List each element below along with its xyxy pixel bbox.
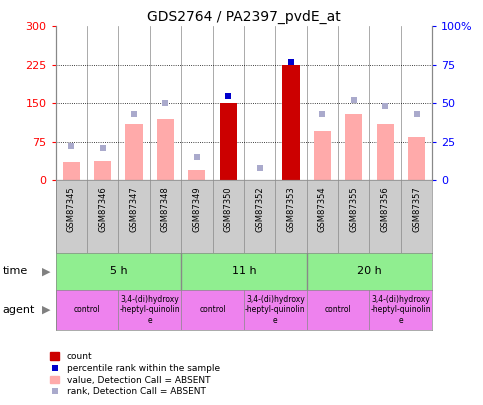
Bar (314, 132, 331, 180)
Text: GSM87352: GSM87352 (255, 186, 264, 232)
Bar (345, 113, 362, 180)
Bar (408, 136, 425, 180)
Text: 3,4-(di)hydroxy
-heptyl-quinolin
e: 3,4-(di)hydroxy -heptyl-quinolin e (370, 295, 431, 325)
Text: 3,4-(di)hydroxy
-heptyl-quinolin
e: 3,4-(di)hydroxy -heptyl-quinolin e (119, 295, 180, 325)
Text: control: control (199, 305, 226, 314)
Text: GSM87357: GSM87357 (412, 186, 421, 232)
Text: 5 h: 5 h (110, 266, 127, 276)
Bar (220, 103, 237, 180)
Text: GSM87346: GSM87346 (98, 186, 107, 232)
Bar (181, 290, 244, 330)
Text: control: control (325, 305, 352, 314)
Text: ▶: ▶ (42, 266, 51, 276)
Text: control: control (73, 305, 100, 314)
Text: agent: agent (2, 305, 35, 315)
Legend: count, percentile rank within the sample, value, Detection Call = ABSENT, rank, : count, percentile rank within the sample… (50, 352, 220, 396)
Text: 20 h: 20 h (357, 266, 382, 276)
Bar (377, 124, 394, 180)
Text: GSM87345: GSM87345 (67, 186, 76, 232)
Bar (307, 290, 369, 330)
Text: 3,4-(di)hydroxy
-heptyl-quinolin
e: 3,4-(di)hydroxy -heptyl-quinolin e (245, 295, 306, 325)
Bar (56, 290, 118, 330)
Text: GSM87347: GSM87347 (129, 186, 139, 232)
Bar (126, 124, 142, 180)
Text: GSM87355: GSM87355 (349, 186, 358, 232)
Bar (94, 161, 111, 180)
Text: 11 h: 11 h (232, 266, 256, 276)
Text: time: time (2, 266, 28, 276)
Bar (244, 290, 307, 330)
Text: GSM87354: GSM87354 (318, 186, 327, 232)
Bar (157, 119, 174, 180)
Text: GSM87356: GSM87356 (381, 186, 390, 232)
Text: GSM87348: GSM87348 (161, 186, 170, 232)
Bar (118, 290, 181, 330)
Text: GSM87350: GSM87350 (224, 186, 233, 232)
Title: GDS2764 / PA2397_pvdE_at: GDS2764 / PA2397_pvdE_at (147, 10, 341, 24)
Bar (283, 65, 299, 180)
Bar (369, 290, 432, 330)
Text: GSM87349: GSM87349 (192, 186, 201, 232)
Bar (188, 170, 205, 180)
Text: ▶: ▶ (42, 305, 51, 315)
Text: GSM87353: GSM87353 (286, 186, 296, 232)
Bar (63, 162, 80, 180)
